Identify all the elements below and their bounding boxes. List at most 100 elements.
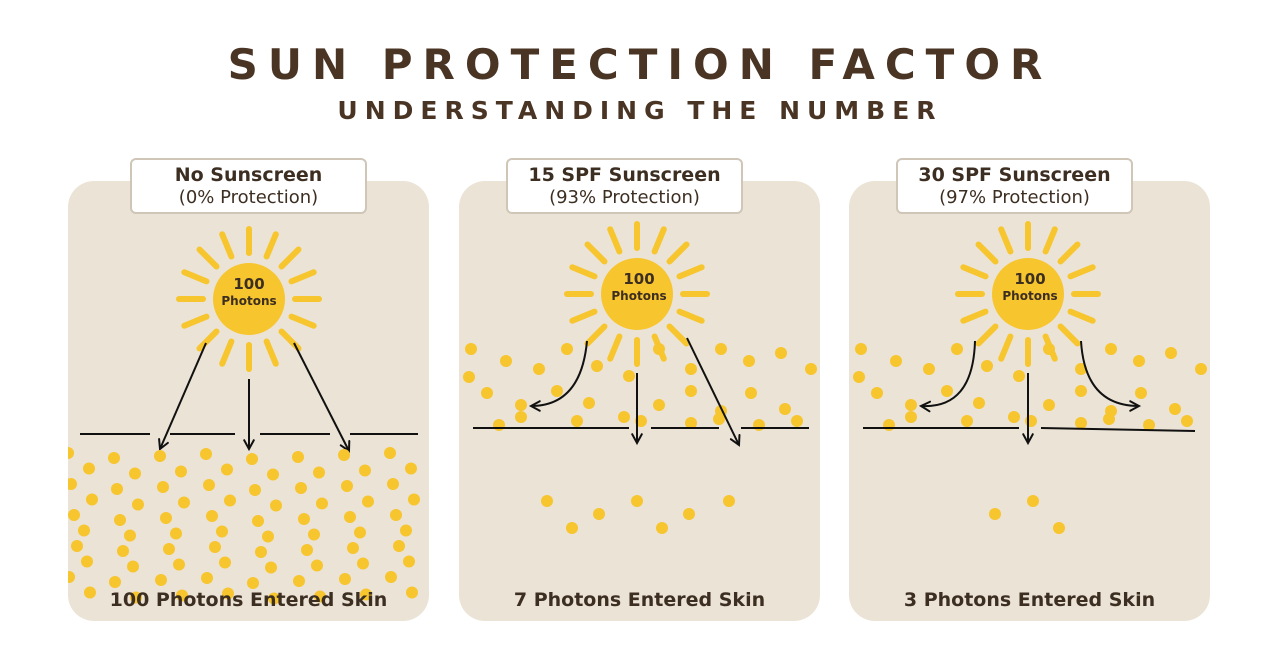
sunscreen-particle — [533, 363, 545, 375]
photon-dot — [313, 466, 325, 479]
sunscreen-particle — [591, 360, 603, 372]
sunscreen-particle — [905, 399, 917, 411]
photon-dot — [344, 511, 356, 523]
photon-dot — [175, 465, 187, 478]
photon-dot — [127, 560, 139, 573]
sunscreen-particle — [923, 363, 935, 375]
photon-dot — [222, 587, 234, 600]
photon-dot — [109, 576, 121, 588]
sunscreen-particle — [1165, 347, 1177, 359]
sun-ray-icon — [1067, 308, 1096, 324]
arrow-head-icon — [339, 440, 351, 453]
sun-ray-icon — [666, 241, 690, 265]
photon-dot — [408, 493, 420, 506]
photon-dot — [308, 528, 320, 541]
sun-ray-icon — [196, 328, 220, 352]
sunscreen-particle — [618, 411, 630, 423]
photon-dot — [71, 540, 83, 552]
sunscreen-particle — [623, 370, 635, 382]
photon-dot — [68, 447, 74, 459]
sunscreen-particle — [753, 419, 765, 431]
sun-unit: Photons — [611, 289, 667, 303]
photon-dot — [298, 513, 310, 525]
panel-label: 30 SPF Sunscreen — [918, 164, 1111, 186]
sun-icon — [213, 263, 285, 335]
photon-dot — [129, 467, 141, 480]
sun-ray-icon — [1042, 226, 1058, 255]
photon-dot — [246, 453, 258, 465]
photon-dot — [203, 479, 215, 491]
sun-ray-icon — [998, 226, 1014, 255]
panel-protection: (97% Protection) — [939, 187, 1090, 208]
sun-ray-icon — [666, 323, 690, 347]
sunscreen-particle — [805, 363, 817, 375]
sun-ray-icon — [263, 231, 279, 260]
sunscreen-particle — [561, 343, 573, 355]
sunscreen-particle — [941, 385, 953, 397]
photon-arrow — [686, 337, 740, 446]
photon-dot — [200, 448, 212, 460]
photon-dot — [385, 571, 397, 583]
photon-dot — [84, 586, 96, 599]
sun-icon — [601, 258, 673, 330]
sunscreen-particle — [493, 419, 505, 431]
arrow-head-icon — [528, 400, 541, 412]
panel-diagram-spf30 — [853, 221, 1207, 534]
photon-dot — [216, 525, 228, 538]
sun-ray-icon — [975, 323, 999, 347]
photon-dot — [124, 529, 136, 542]
photon-dot — [255, 546, 267, 558]
photon-dot — [130, 591, 142, 604]
photon-dot — [541, 495, 553, 507]
photon-dot — [68, 478, 77, 490]
photon-dot — [316, 497, 328, 510]
sun-ray-icon — [278, 246, 302, 270]
sun-ray-icon — [288, 269, 317, 285]
sunscreen-particle — [1195, 363, 1207, 375]
arrow-head-icon — [729, 434, 741, 447]
photon-dot — [268, 592, 280, 605]
photon-dot — [249, 484, 261, 496]
arrow-head-icon — [1022, 433, 1034, 446]
sunscreen-particle — [779, 403, 791, 415]
subtitle: UNDERSTANDING THE NUMBER — [337, 96, 943, 125]
photon-dot — [354, 526, 366, 539]
sunscreen-particle — [481, 387, 493, 399]
photon-dot — [359, 464, 371, 477]
reflected-arrow — [1080, 340, 1140, 407]
photon-dot — [221, 463, 233, 476]
panel-label: No Sunscreen — [174, 164, 323, 186]
photon-dot — [209, 541, 221, 553]
sun-count: 100 — [1014, 270, 1046, 288]
photon-dot — [338, 449, 350, 461]
sunscreen-particle — [465, 343, 477, 355]
sunscreen-particle — [715, 343, 727, 355]
photon-dot — [593, 508, 605, 520]
sun-ray-icon — [181, 269, 210, 285]
sun-ray-icon — [219, 231, 235, 260]
panel-diagram-no-sunscreen — [68, 226, 420, 605]
photon-dot — [339, 573, 351, 585]
sun-ray-icon — [584, 241, 608, 265]
sunscreen-particle — [973, 397, 985, 409]
photon-dot — [989, 508, 1001, 520]
sunscreen-particle — [463, 371, 475, 383]
sun-ray-icon — [607, 333, 623, 362]
photon-dot — [390, 509, 402, 521]
photon-dot — [154, 450, 166, 462]
sunscreen-particle — [853, 371, 865, 383]
photon-dot — [224, 494, 236, 507]
photon-dot — [1027, 495, 1039, 507]
sunscreen-particle — [1133, 355, 1145, 367]
photon-dot — [631, 495, 643, 507]
sunscreen-particle — [1105, 343, 1117, 355]
sunscreen-particle — [1169, 403, 1181, 415]
arrow-head-icon — [631, 433, 643, 446]
label-box-spf15: 15 SPF Sunscreen (93% Protection) — [506, 158, 743, 214]
sunscreen-particle — [500, 355, 512, 367]
photon-dot — [406, 586, 418, 599]
photon-dot — [155, 574, 167, 586]
result-no-sunscreen: 100 Photons Entered Skin — [109, 589, 388, 611]
photon-dot — [265, 561, 277, 574]
sun-ray-icon — [1067, 264, 1096, 280]
